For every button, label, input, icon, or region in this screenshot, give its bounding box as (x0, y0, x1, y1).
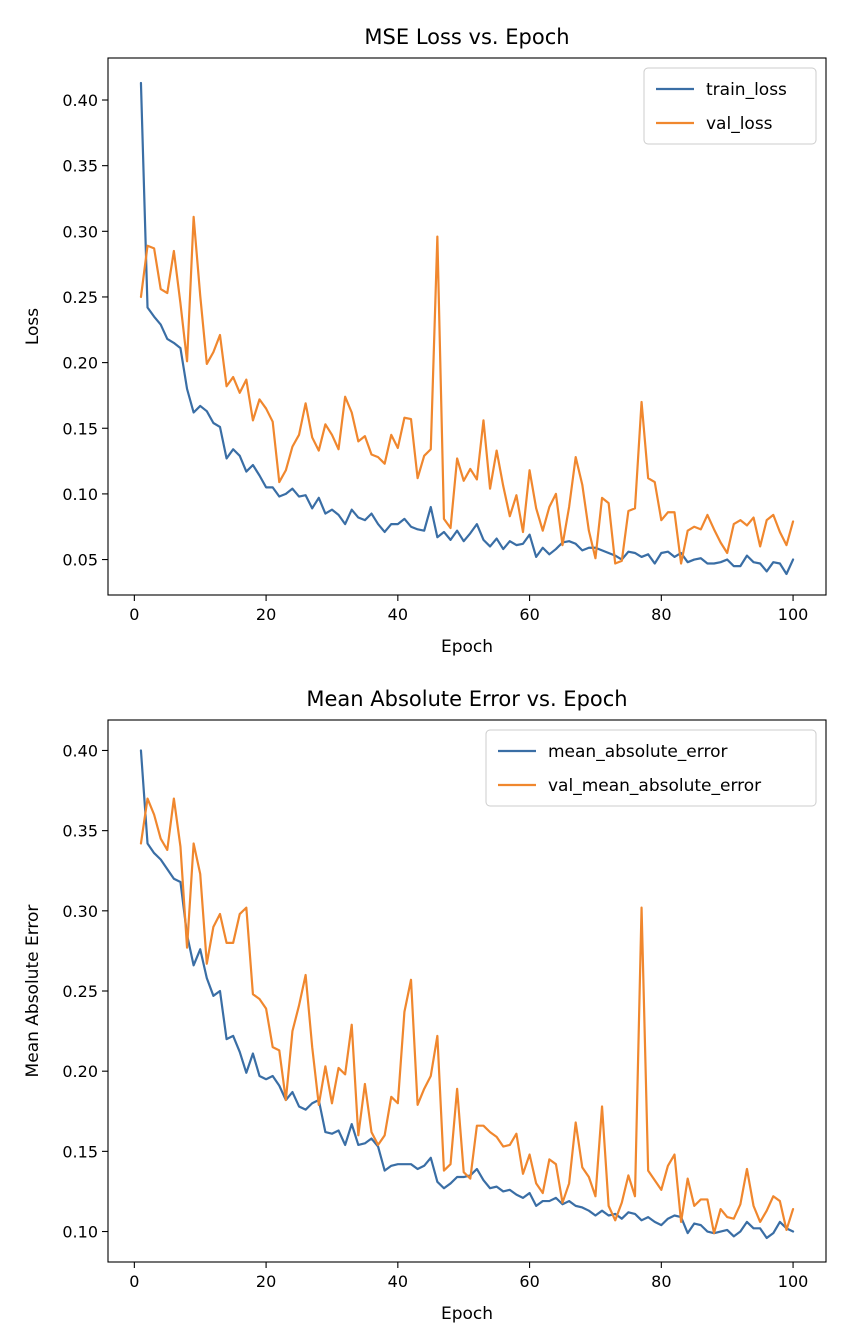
series-group (139, 749, 795, 1240)
legend: train_loss val_loss (643, 67, 817, 145)
y-tick-label: 0.20 (62, 1062, 98, 1081)
y-tick-label: 0.30 (62, 902, 98, 921)
y-tick-label: 0.05 (62, 551, 98, 570)
chart-panel-2: Mean Absolute Error vs. Epoch 0 20 40 60 80 10… (23, 687, 827, 1324)
x-tick-label: 20 (256, 1272, 276, 1291)
y-tick-label: 0.15 (62, 1142, 98, 1161)
y-tick-label: 0.15 (62, 419, 98, 438)
series-group (139, 81, 795, 576)
y-tick-label: 0.10 (62, 1223, 98, 1242)
chart-title: Mean Absolute Error vs. Epoch (306, 687, 627, 711)
x-tick-label: 20 (256, 605, 276, 624)
x-tick-label: 80 (651, 1272, 671, 1291)
x-axis-label: Epoch (441, 1304, 493, 1324)
chart-panel-1: MSE Loss vs. Epoch 0 20 40 60 80 100 0.05 0.10 0.… (23, 25, 827, 657)
y-tick-label: 0.40 (62, 741, 98, 760)
x-tick-label: 60 (519, 1272, 539, 1291)
x-tick-label: 80 (651, 605, 671, 624)
x-tick-label: 40 (388, 1272, 408, 1291)
legend-entry-val_mean_absolute_error: val_mean_absolute_error (548, 776, 761, 796)
series-line-val_loss (139, 215, 795, 565)
legend-entry-val_loss: val_loss (706, 114, 773, 134)
x-tick-label: 0 (129, 1272, 139, 1291)
series-line-mean_absolute_error (139, 749, 795, 1240)
y-axis-label: Mean Absolute Error (23, 905, 43, 1078)
x-axis-label: Epoch (441, 637, 493, 657)
legend: mean_absolute_error val_mean_absolute_err… (485, 729, 817, 807)
x-tick-label: 100 (778, 605, 809, 624)
series-line-val_mean_absolute_error (139, 797, 795, 1235)
chart-title: MSE Loss vs. Epoch (364, 25, 569, 49)
plot-frame (107, 57, 827, 596)
y-tick-label: 0.10 (62, 485, 98, 504)
x-tick-label: 100 (778, 1272, 809, 1291)
x-tick-label: 0 (129, 605, 139, 624)
legend-box (643, 67, 817, 145)
x-tick-label: 60 (519, 605, 539, 624)
legend-entry-train_loss: train_loss (706, 80, 787, 100)
y-tick-label: 0.35 (62, 822, 98, 841)
series-line-train_loss (139, 81, 795, 576)
y-tick-label: 0.25 (62, 982, 98, 1001)
y-tick-label: 0.30 (62, 222, 98, 241)
y-tick-label: 0.25 (62, 288, 98, 307)
legend-entry-mean_absolute_error: mean_absolute_error (548, 742, 727, 762)
y-tick-label: 0.35 (62, 157, 98, 176)
y-tick-label: 0.40 (62, 91, 98, 110)
legend-box (485, 729, 817, 807)
y-axis-label: Loss (23, 308, 43, 345)
y-tick-label: 0.20 (62, 354, 98, 373)
x-tick-label: 40 (388, 605, 408, 624)
